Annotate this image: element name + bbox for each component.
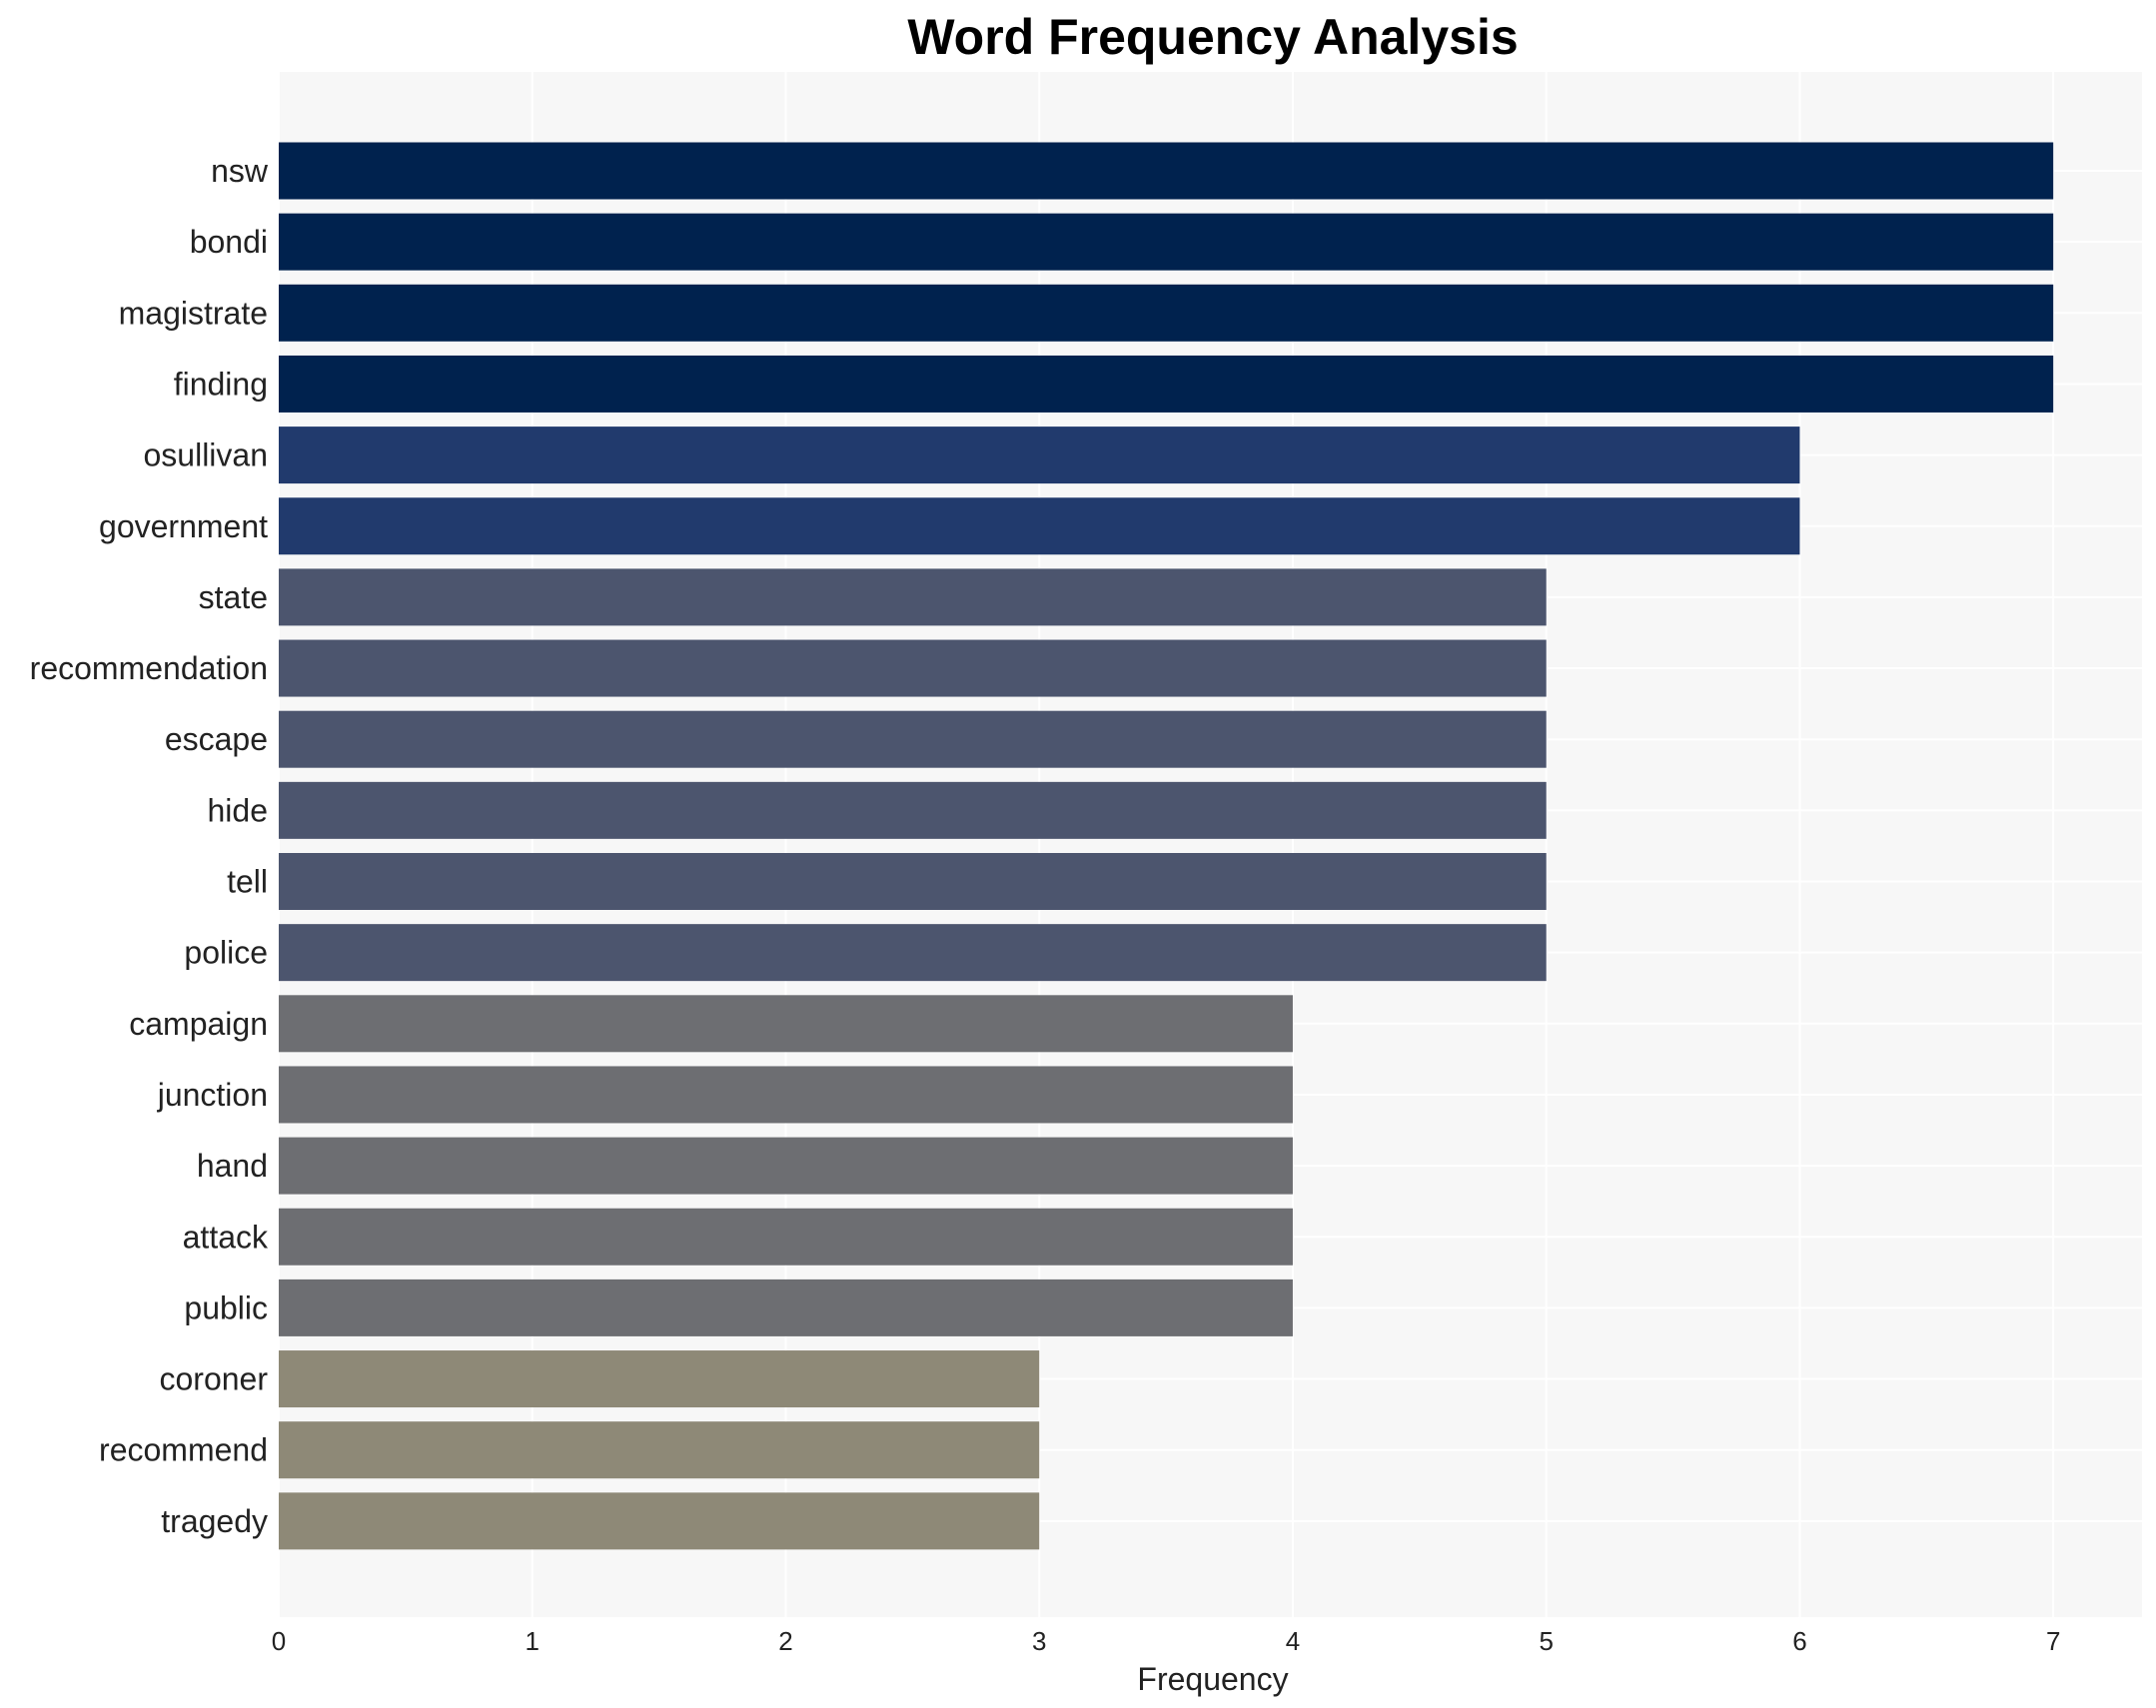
- x-tick-label: 1: [526, 1626, 539, 1656]
- bar-police: [279, 924, 1547, 982]
- bar-tell: [279, 853, 1547, 910]
- chart-title: Word Frequency Analysis: [907, 9, 1518, 65]
- bar-magistrate: [279, 284, 2054, 342]
- category-label-bondi: bondi: [190, 224, 268, 260]
- x-tick-label: 4: [1286, 1626, 1300, 1656]
- x-axis-label: Frequency: [1137, 1661, 1288, 1697]
- category-label-police: police: [184, 935, 268, 971]
- category-label-junction: junction: [157, 1077, 268, 1113]
- bar-recommendation: [279, 639, 1547, 697]
- bar-bondi: [279, 213, 2054, 271]
- category-label-recommend: recommend: [99, 1432, 268, 1468]
- x-tick-label: 7: [2046, 1626, 2060, 1656]
- x-tick-label: 0: [272, 1626, 286, 1656]
- bar-escape: [279, 710, 1547, 768]
- bar-campaign: [279, 995, 1293, 1053]
- category-label-nsw: nsw: [211, 153, 269, 189]
- category-label-tragedy: tragedy: [161, 1503, 268, 1539]
- category-label-hide: hide: [208, 792, 269, 828]
- category-label-campaign: campaign: [129, 1006, 268, 1042]
- bar-hand: [279, 1137, 1293, 1195]
- bars: [279, 142, 2054, 1550]
- category-label-government: government: [99, 508, 268, 544]
- x-tick-label: 5: [1539, 1626, 1553, 1656]
- category-label-hand: hand: [197, 1148, 268, 1184]
- bar-attack: [279, 1208, 1293, 1266]
- category-label-osullivan: osullivan: [143, 437, 268, 473]
- bar-hide: [279, 781, 1547, 839]
- category-label-magistrate: magistrate: [119, 295, 268, 331]
- bar-nsw: [279, 142, 2054, 200]
- bar-government: [279, 497, 1800, 555]
- bar-recommend: [279, 1421, 1040, 1479]
- bar-tragedy: [279, 1492, 1040, 1550]
- bar-state: [279, 568, 1547, 626]
- category-label-coroner: coroner: [160, 1361, 269, 1397]
- bar-osullivan: [279, 427, 1800, 484]
- bar-finding: [279, 355, 2054, 413]
- category-label-public: public: [184, 1289, 268, 1325]
- category-label-state: state: [199, 579, 268, 615]
- category-label-tell: tell: [227, 864, 268, 900]
- bar-public: [279, 1279, 1293, 1336]
- category-label-finding: finding: [174, 366, 268, 402]
- category-labels: nsw bondi magistrate finding osullivan govern…: [30, 153, 269, 1539]
- category-label-escape: escape: [165, 721, 268, 757]
- bar-junction: [279, 1066, 1293, 1124]
- bar-coroner: [279, 1350, 1040, 1408]
- category-label-attack: attack: [183, 1219, 269, 1255]
- x-tick-labels: 0 1 2 3 4 5 6 7: [272, 1626, 2061, 1656]
- category-label-recommendation: recommendation: [30, 650, 268, 686]
- x-tick-label: 6: [1792, 1626, 1806, 1656]
- x-tick-label: 3: [1032, 1626, 1046, 1656]
- x-tick-label: 2: [778, 1626, 792, 1656]
